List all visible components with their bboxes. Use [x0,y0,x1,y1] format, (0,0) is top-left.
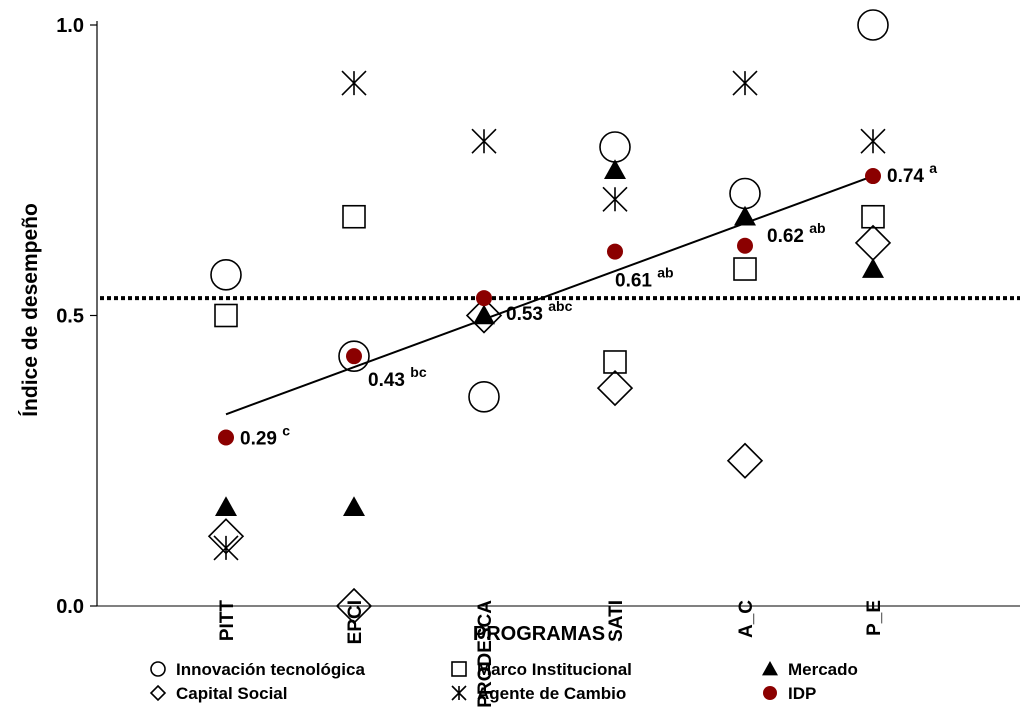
legend-item: Agente de Cambio [451,684,626,703]
legend-marker [763,686,777,700]
legend-marker [451,685,467,701]
data-point [599,131,631,163]
data-point [861,204,885,229]
data-point [732,70,758,96]
legend-label: Marco Institucional [477,660,632,679]
x-category-label: A_C [736,600,757,638]
data-point [343,496,365,517]
legend-marker [451,661,467,677]
data-point [604,159,626,180]
data-point [471,128,497,154]
y-tick-label: 0.0 [56,596,84,618]
legend: Innovación tecnológica Marco Instituciona… [149,660,858,703]
y-tick-label: 1.0 [56,15,84,37]
x-category-label: PITT [217,600,238,642]
legend-marker [150,661,166,677]
legend-item: Marco Institucional [451,660,632,679]
data-point [342,204,366,229]
legend-marker [149,684,167,702]
data-label: 0.43 bc [368,364,427,391]
legend-label: Agente de Cambio [477,684,626,703]
data-point [476,290,492,307]
series-idp [218,168,881,446]
data-point [865,168,881,185]
x-category-label: SATI [606,600,627,642]
legend-item: Innovación tecnológica [150,660,365,679]
data-point [215,496,237,517]
x-category-label: P_E [864,600,885,636]
data-label: 0.61 ab [615,265,674,292]
data-label: 0.74 a [887,160,937,187]
data-point [729,177,761,210]
series-innovaci-n-tecnol-gica [210,9,889,413]
legend-marker [762,661,778,676]
data-point [465,297,503,334]
y-tick-label: 0.5 [56,306,84,328]
data-point [335,587,373,625]
legend-label: Innovación tecnológica [176,660,365,679]
x-axis-title: PROGRAMAS [473,623,605,645]
data-label: 0.29 c [240,423,290,450]
data-point [862,258,884,278]
data-point [214,303,238,328]
data-point [726,442,764,479]
data-point [857,9,889,41]
y-axis-title: Índice de desempeño [19,203,42,417]
data-point [473,304,495,325]
legend-label: Capital Social [176,684,287,703]
data-point [607,243,623,260]
data-point [207,518,245,555]
legend-item: IDP [763,684,816,703]
data-point [602,186,628,212]
chart-marks [207,9,892,625]
series-capital-social [207,224,892,625]
legend-item: Capital Social [149,684,287,703]
data-label: 0.53 abc [506,298,573,325]
data-point [596,369,634,407]
data-point [218,429,234,446]
series-agente-de-cambio [213,70,886,561]
x-category-label: PRODESCA [475,600,496,708]
series-marco-institucional [214,204,885,374]
data-point [346,348,362,365]
data-point [213,535,239,561]
legend-label: IDP [788,684,816,703]
data-point [468,381,500,413]
data-point [854,224,892,262]
data-label: 0.62 ab [767,220,826,247]
data-point [603,350,627,374]
data-point [860,128,886,154]
legend-item: Mercado [762,660,858,679]
data-point [341,70,367,96]
series-mercado [215,159,884,517]
data-labels: 0.29 c 0.43 bc 0.53 abc 0.61 ab 0.62 ab 0.74 … [240,160,937,449]
legend-label: Mercado [788,660,858,679]
data-point [737,237,753,254]
trend-line [225,175,874,416]
data-point [210,259,242,291]
data-point [733,257,757,281]
